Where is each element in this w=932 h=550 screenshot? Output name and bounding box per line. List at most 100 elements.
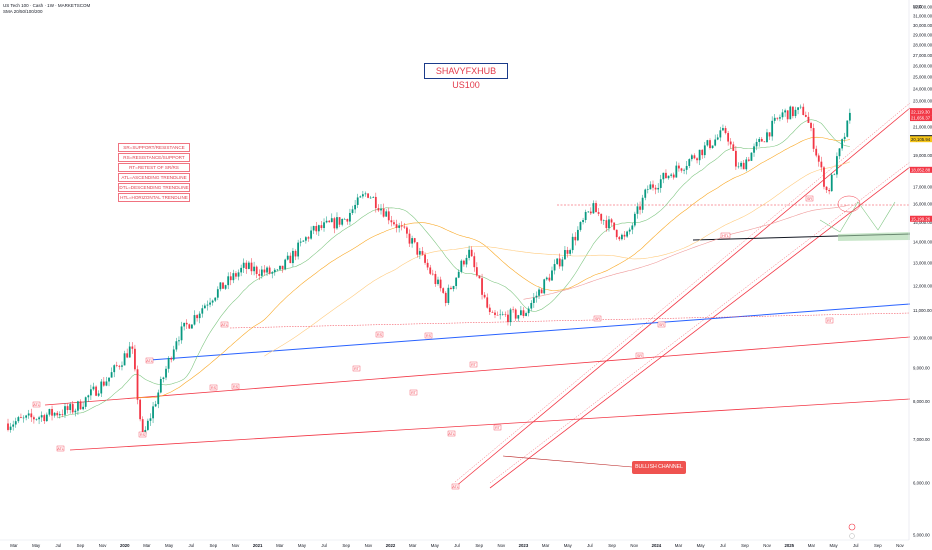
candle-body xyxy=(753,146,755,153)
candle-body xyxy=(304,237,307,241)
candle-body xyxy=(235,273,237,277)
candle-body xyxy=(289,255,292,264)
candle-body xyxy=(12,424,15,427)
candle-body xyxy=(722,128,724,131)
candle-body xyxy=(841,139,844,149)
candle-body xyxy=(105,381,108,386)
indicator-line: SMA 20/50/100/200 xyxy=(3,9,43,14)
month-label: Nov xyxy=(497,543,505,548)
candle-body xyxy=(273,269,276,273)
candle-body xyxy=(771,120,774,137)
candle-body xyxy=(406,227,408,234)
marker-htl-1-box xyxy=(720,232,731,239)
candle-body xyxy=(527,308,530,314)
candle-body xyxy=(56,412,59,416)
marker-rs-2: RS xyxy=(211,386,217,390)
candle-body xyxy=(685,165,688,170)
candle-body xyxy=(336,217,338,229)
candle-body xyxy=(315,225,318,232)
candle-body xyxy=(621,234,623,240)
candle-body xyxy=(623,234,626,237)
month-label: Sep xyxy=(210,543,218,548)
candle-body xyxy=(418,251,421,255)
candle-body xyxy=(361,194,364,197)
candle-body xyxy=(149,418,152,421)
candle-body xyxy=(191,324,193,329)
marker-rt-5: RT xyxy=(827,319,833,323)
candle-body xyxy=(760,138,763,142)
candle-body xyxy=(802,106,805,115)
candle-body xyxy=(413,238,416,243)
candle-body xyxy=(74,410,77,413)
legend-item-atl: ATL=ASCENDING TRENDLINE xyxy=(118,173,190,182)
candle-body xyxy=(159,379,162,393)
candle-body xyxy=(395,224,398,228)
candle-body xyxy=(266,267,268,273)
candle-body xyxy=(719,130,722,138)
marker-atl-3-box xyxy=(32,401,41,408)
candle-body xyxy=(77,401,79,411)
candle-body xyxy=(727,133,730,142)
candle-body xyxy=(227,276,230,286)
candle-body xyxy=(325,220,328,223)
candle-body xyxy=(548,277,551,281)
candle-body xyxy=(494,312,496,315)
candle-body xyxy=(553,264,556,271)
candle-body xyxy=(203,305,206,309)
price-tick-label: 16,000.00 xyxy=(913,202,932,207)
year-label: 2020 xyxy=(120,543,130,548)
marker-rs-3-box xyxy=(231,383,240,390)
price-tag-label: 15,199.26 xyxy=(911,216,931,221)
marker-rs-4-box xyxy=(375,331,384,338)
candle-body xyxy=(470,249,473,257)
month-label: Jul xyxy=(720,543,726,548)
candle-body xyxy=(126,353,129,358)
candle-body xyxy=(690,155,693,160)
candle-body xyxy=(421,251,424,255)
marker-sr-1: SR xyxy=(595,317,600,321)
candle-body xyxy=(157,392,160,405)
currency-label: USD xyxy=(913,4,922,9)
candle-body xyxy=(556,258,559,265)
candle-body xyxy=(424,254,426,263)
candle-body xyxy=(97,393,100,396)
candle-body xyxy=(123,353,126,366)
candle-body xyxy=(385,211,388,217)
candle-body xyxy=(652,184,654,188)
price-tick-label: 10,000.00 xyxy=(913,335,932,340)
price-tick-label: 23,000.00 xyxy=(913,98,932,103)
marker-atl-1: ATL xyxy=(221,323,227,327)
candle-body xyxy=(7,423,9,430)
month-label: Nov xyxy=(99,543,107,548)
candle-body xyxy=(165,368,167,378)
price-tag-label: 20,105.94 xyxy=(911,137,931,142)
candle-body xyxy=(64,406,66,415)
candle-body xyxy=(589,211,592,214)
month-label: Jul xyxy=(587,543,593,548)
price-tick-label: 19,000.00 xyxy=(913,153,932,158)
candle-body xyxy=(597,212,600,214)
sma200-line xyxy=(523,204,850,300)
candle-body xyxy=(134,348,136,370)
candle-body xyxy=(716,137,719,140)
candle-body xyxy=(569,250,572,254)
price-tag xyxy=(910,215,932,222)
atl-red-line-upper xyxy=(44,336,911,406)
candle-body xyxy=(698,149,701,161)
price-tick-label: 6,000.00 xyxy=(913,481,930,486)
candle-body xyxy=(320,225,323,229)
candle-body xyxy=(833,174,836,176)
marker-sr-2: SR xyxy=(637,354,642,358)
candle-body xyxy=(595,203,597,213)
candle-body xyxy=(755,141,758,147)
candle-body xyxy=(763,141,766,143)
candle-body xyxy=(33,417,35,420)
candle-body xyxy=(654,187,657,190)
candle-body xyxy=(224,285,227,289)
candle-body xyxy=(51,409,53,416)
candle-body xyxy=(317,225,320,232)
candle-body xyxy=(452,286,455,290)
candle-body xyxy=(766,132,768,143)
candle-body xyxy=(478,275,481,279)
